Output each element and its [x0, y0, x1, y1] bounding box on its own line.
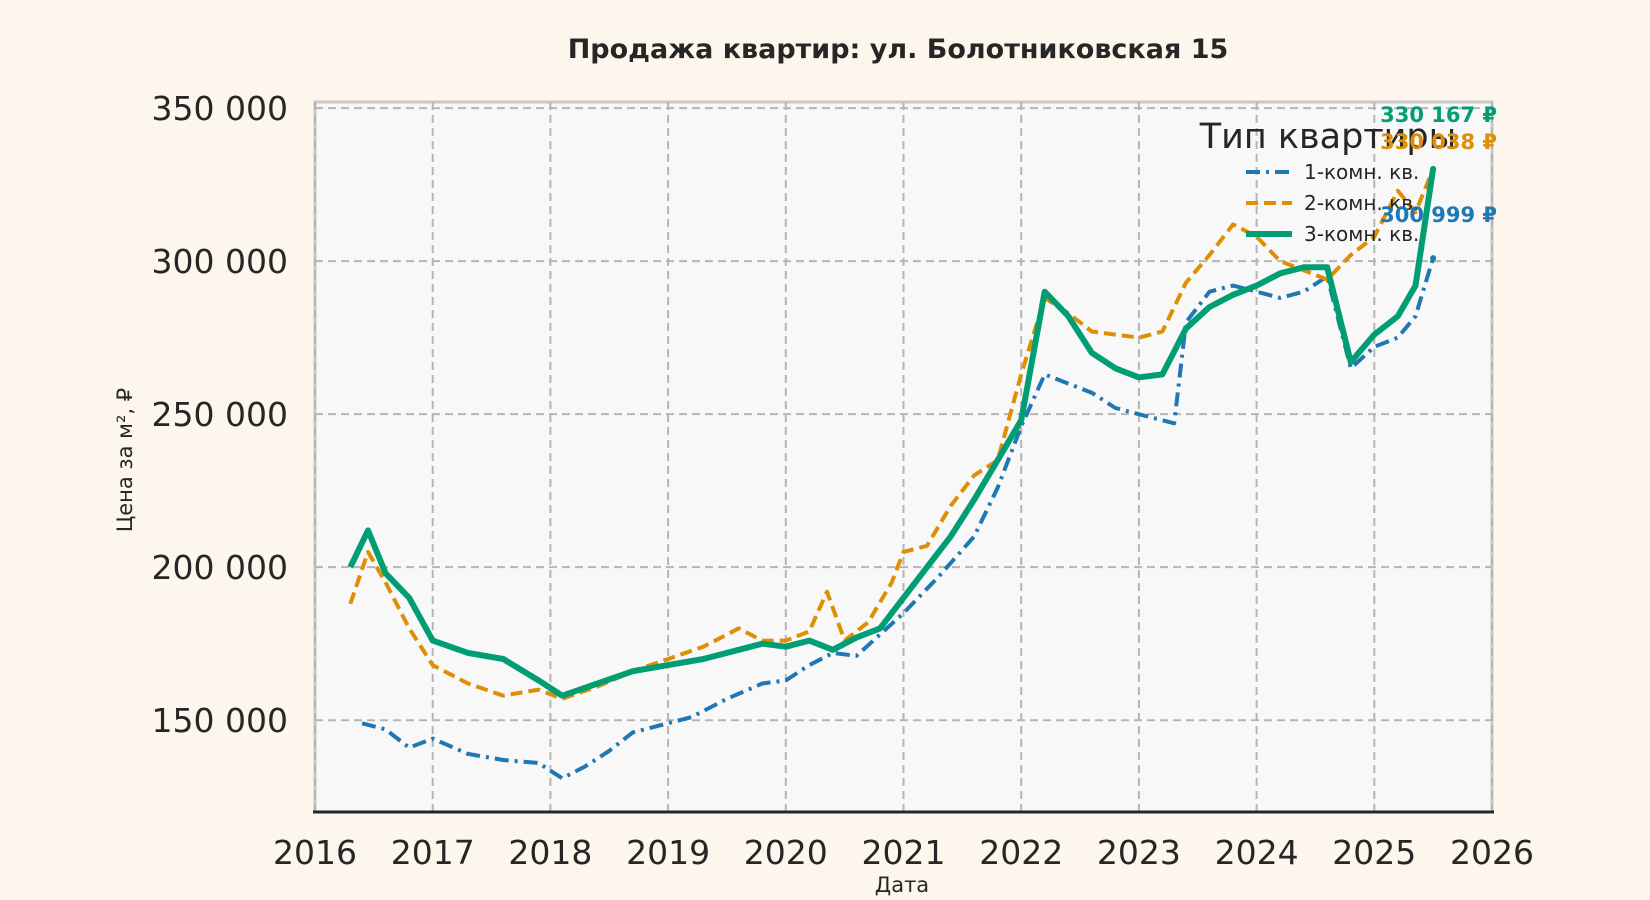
- legend: Тип квартиры 1-комн. кв. 2-комн. кв. 3-ком…: [1199, 117, 1457, 246]
- legend-label-3: 3-комн. кв.: [1304, 222, 1419, 246]
- chart-title: Продажа квартир: ул. Болотниковская 15: [568, 34, 1229, 65]
- y-tick-label: 200 000: [152, 548, 288, 587]
- series-line-3: [347, 168, 1437, 699]
- x-tick-label: 2026: [1450, 833, 1534, 872]
- legend-label-1: 1-комн. кв.: [1304, 160, 1419, 184]
- end-value-label-2: 330 038 ₽: [1380, 130, 1497, 154]
- end-value-label-1: 300 999 ₽: [1380, 203, 1497, 227]
- x-tick-label: 2019: [626, 833, 710, 872]
- end-value-label-3: 330 167 ₽: [1380, 103, 1497, 127]
- x-tick-label: 2016: [273, 833, 357, 872]
- y-tick-label: 250 000: [152, 395, 288, 434]
- y-tick-label: 300 000: [152, 242, 288, 281]
- series-line-2: [348, 168, 1435, 701]
- y-tick-label: 350 000: [152, 89, 288, 128]
- x-tick-label: 2023: [1097, 833, 1181, 872]
- x-tick-label: 2017: [391, 833, 475, 872]
- x-tick-label: 2024: [1215, 833, 1299, 872]
- y-axis-label: Цена за м², ₽: [113, 388, 137, 532]
- y-tick-label: 150 000: [152, 701, 288, 740]
- x-tick-label: 2022: [979, 833, 1063, 872]
- x-tick-label: 2018: [508, 833, 592, 872]
- legend-title: Тип квартиры: [1199, 117, 1457, 157]
- series-end-point-3: [1430, 165, 1437, 172]
- x-tick-label: 2020: [744, 833, 828, 872]
- plot-area: [313, 100, 1494, 814]
- legend-label-2: 2-комн. кв.: [1304, 191, 1419, 215]
- series-end-point-1: [1430, 255, 1437, 262]
- x-tick-label: 2021: [862, 833, 946, 872]
- x-axis-label: Дата: [875, 873, 929, 897]
- x-tick-label: 2025: [1332, 833, 1416, 872]
